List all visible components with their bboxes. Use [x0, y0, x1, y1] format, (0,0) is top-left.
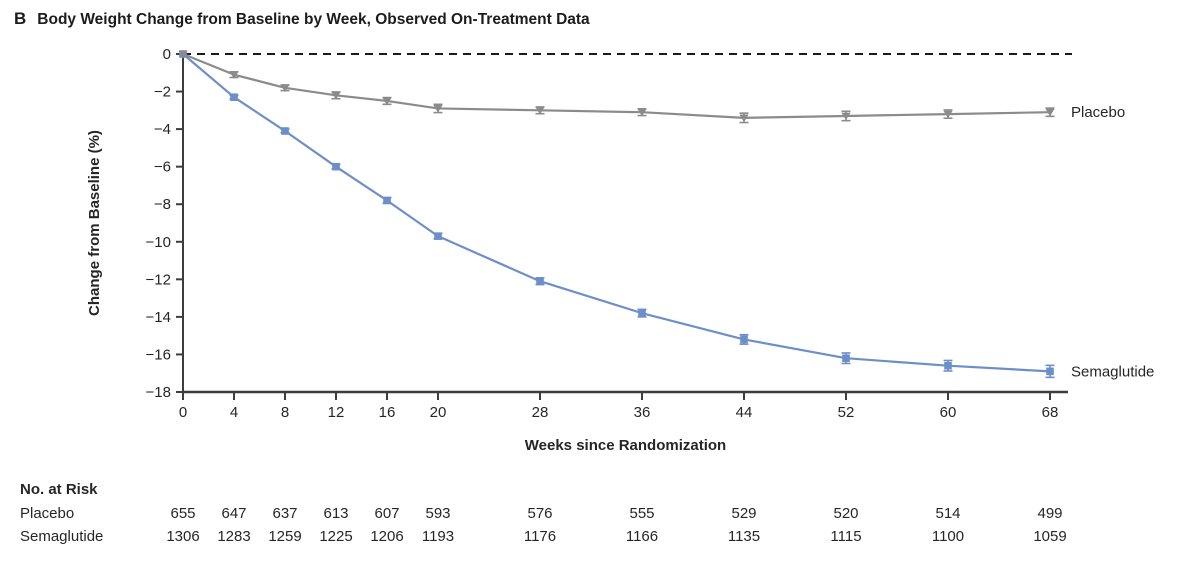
at-risk-value: 499	[1037, 505, 1062, 522]
chart-title: B Body Weight Change from Baseline by We…	[14, 9, 590, 29]
data-point-marker	[944, 361, 952, 370]
page-title: Body Weight Change from Baseline by Week…	[37, 11, 590, 28]
at-risk-row-label-placebo: Placebo	[20, 505, 74, 522]
at-risk-table: No. at Risk Placebo 655 647 637 613 607 593 576 5…	[20, 481, 1067, 545]
y-axis: 0 −2 −4 −6 −8 −10 −12 −14 −16 −18 Change from Base…	[86, 46, 184, 401]
series-placebo	[178, 50, 1055, 124]
at-risk-value: 1135	[728, 528, 760, 545]
data-point-marker	[842, 354, 850, 362]
data-point-marker	[943, 110, 953, 119]
data-point-marker	[281, 127, 289, 135]
y-tick-label: −2	[154, 84, 171, 101]
x-tick-label: 12	[328, 404, 345, 421]
y-axis-title: Change from Baseline (%)	[86, 130, 103, 316]
data-point-marker	[229, 71, 239, 79]
x-tick-label: 28	[532, 404, 549, 421]
at-risk-value: 529	[731, 505, 756, 522]
at-risk-value: 607	[374, 505, 399, 522]
at-risk-header: No. at Risk	[20, 481, 98, 498]
x-axis-title: Weeks since Randomization	[525, 437, 726, 454]
data-point-marker	[332, 162, 340, 171]
data-point-marker	[637, 108, 647, 117]
legend-label-placebo: Placebo	[1071, 104, 1125, 121]
data-point-marker	[1046, 367, 1054, 376]
data-point-marker	[841, 112, 851, 121]
data-point-marker	[535, 106, 545, 115]
series-line	[182, 53, 1051, 373]
at-risk-value: 1306	[166, 528, 199, 545]
at-risk-value: 613	[323, 505, 348, 522]
data-point-marker	[230, 93, 238, 101]
at-risk-value: 1259	[268, 528, 301, 545]
y-tick-label: −8	[154, 196, 171, 213]
data-point-marker	[280, 84, 290, 92]
at-risk-value: 514	[935, 505, 960, 522]
at-risk-value: 637	[272, 505, 297, 522]
at-risk-value: 1283	[217, 528, 250, 545]
x-tick-label: 36	[634, 404, 651, 421]
at-risk-row-label-semaglutide: Semaglutide	[20, 528, 103, 545]
x-tick-label: 68	[1042, 404, 1059, 421]
y-tick-label: −6	[154, 159, 171, 176]
y-tick-label: −16	[146, 346, 171, 363]
at-risk-value: 655	[170, 505, 195, 522]
data-point-marker	[536, 277, 544, 286]
x-axis: 0 4 8 12 16 20 28 36 44 52 60 68 Weeks since Randomi…	[179, 390, 1068, 454]
data-point-marker	[638, 309, 646, 317]
at-risk-value: 1206	[370, 528, 403, 545]
data-point-marker	[383, 196, 391, 205]
data-point-marker	[1045, 108, 1055, 117]
data-point-marker	[740, 335, 748, 344]
at-risk-value: 520	[833, 505, 858, 522]
data-point-marker	[382, 97, 392, 106]
data-point-marker	[331, 91, 341, 100]
y-tick-label: −18	[146, 384, 171, 401]
x-tick-label: 4	[230, 404, 238, 421]
x-tick-label: 60	[940, 404, 957, 421]
y-tick-label: −14	[146, 309, 171, 326]
x-tick-label: 52	[838, 404, 855, 421]
y-tick-label: −10	[146, 234, 171, 251]
at-risk-value: 1115	[830, 528, 861, 545]
x-tick-label: 16	[379, 404, 396, 421]
at-risk-value: 647	[221, 505, 246, 522]
at-risk-value: 1225	[319, 528, 352, 545]
data-point-marker	[433, 105, 443, 113]
panel-label: B	[14, 9, 27, 28]
x-tick-label: 20	[430, 404, 447, 421]
y-tick-label: 0	[163, 46, 171, 63]
at-risk-value: 555	[629, 505, 654, 522]
y-tick-label: −4	[154, 121, 171, 138]
series-line	[182, 52, 1051, 119]
data-point-marker	[739, 114, 749, 123]
at-risk-value: 1100	[932, 528, 964, 545]
at-risk-value: 576	[527, 505, 552, 522]
legend-label-semaglutide: Semaglutide	[1071, 363, 1154, 380]
data-point-marker	[434, 232, 442, 240]
at-risk-value: 593	[425, 505, 450, 522]
data-point-marker	[178, 50, 188, 59]
x-tick-label: 44	[736, 404, 753, 421]
series-semaglutide	[179, 50, 1055, 379]
at-risk-value: 1176	[524, 528, 556, 545]
x-tick-label: 0	[179, 404, 187, 421]
at-risk-value: 1193	[422, 528, 454, 545]
at-risk-value: 1166	[626, 528, 658, 545]
x-tick-label: 8	[281, 404, 289, 421]
at-risk-value: 1059	[1033, 528, 1066, 545]
y-tick-label: −12	[146, 271, 171, 288]
